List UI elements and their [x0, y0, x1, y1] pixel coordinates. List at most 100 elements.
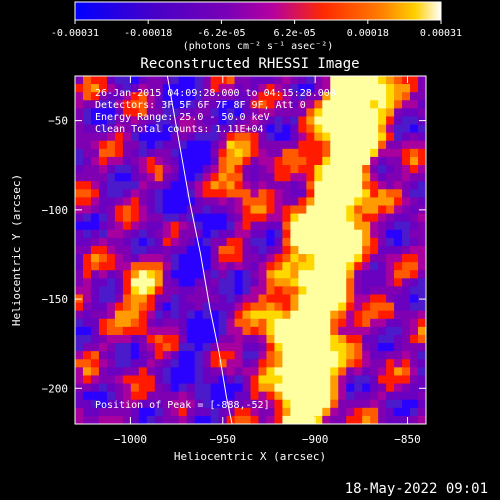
heatmap-cell	[226, 254, 236, 263]
heatmap-cell	[162, 181, 172, 190]
heatmap-cell	[386, 391, 395, 401]
heatmap-cell	[194, 108, 204, 118]
heatmap-cell	[218, 221, 228, 231]
heatmap-cell	[106, 278, 116, 288]
heatmap-cell	[314, 278, 323, 288]
heatmap-cell	[218, 116, 228, 126]
heatmap-cell	[114, 262, 124, 271]
heatmap-cell	[75, 302, 84, 312]
heatmap-cell	[75, 221, 84, 231]
heatmap-cell	[106, 132, 116, 142]
heatmap-cell	[402, 100, 411, 109]
heatmap-cell	[314, 205, 323, 215]
heatmap-cell	[210, 278, 220, 288]
heatmap-cell	[114, 140, 124, 150]
heatmap-cell	[298, 165, 307, 174]
heatmap-cell	[178, 189, 188, 198]
heatmap-cell	[90, 189, 100, 198]
heatmap-cell	[90, 140, 100, 150]
heatmap-cell	[218, 156, 228, 166]
heatmap-cell	[226, 245, 236, 255]
heatmap-cell	[130, 407, 140, 417]
heatmap-cell	[138, 278, 148, 288]
heatmap-cell	[306, 245, 315, 255]
heatmap-cell	[330, 391, 339, 401]
heatmap-cell	[314, 213, 323, 223]
heatmap-cell	[362, 213, 371, 223]
heatmap-cell	[402, 213, 411, 223]
heatmap-cell	[194, 140, 204, 150]
heatmap-cell	[194, 76, 204, 85]
heatmap-cell	[410, 262, 419, 271]
heatmap-cell	[298, 189, 307, 198]
heatmap-cell	[202, 229, 212, 239]
heatmap-cell	[90, 270, 100, 279]
heatmap-cell	[130, 132, 140, 142]
heatmap-cell	[234, 351, 244, 360]
heatmap-cell	[418, 415, 426, 424]
heatmap-cell	[354, 189, 363, 198]
heatmap-cell	[394, 148, 403, 158]
heatmap-cell	[266, 156, 276, 166]
heatmap-cell	[138, 100, 148, 109]
heatmap-cell	[362, 286, 371, 296]
heatmap-cell	[394, 383, 403, 393]
heatmap-cell	[418, 278, 426, 288]
heatmap-cell	[154, 278, 164, 288]
heatmap-cell	[418, 318, 426, 328]
heatmap-cell	[274, 391, 284, 401]
heatmap-cell	[75, 181, 84, 190]
heatmap-cell	[98, 245, 108, 255]
heatmap-cell	[122, 229, 132, 239]
heatmap-cell	[98, 124, 108, 134]
heatmap-cell	[274, 359, 284, 368]
heatmap-cell	[178, 173, 188, 182]
heatmap-cell	[146, 375, 156, 385]
heatmap-cell	[194, 270, 204, 279]
heatmap-cell	[402, 334, 411, 344]
heatmap-cell	[402, 254, 411, 263]
heatmap-cell	[162, 165, 172, 174]
heatmap-cell	[354, 278, 363, 288]
heatmap-cell	[210, 124, 220, 134]
heatmap-cell	[90, 286, 100, 296]
heatmap-cell	[266, 343, 276, 352]
heatmap-cell	[330, 229, 339, 239]
heatmap-cell	[170, 318, 180, 328]
heatmap-cell	[194, 132, 204, 142]
heatmap-cell	[218, 367, 228, 377]
heatmap-cell	[402, 262, 411, 271]
heatmap-cell	[130, 278, 140, 288]
heatmap-cell	[154, 84, 164, 93]
heatmap-cell	[90, 359, 100, 368]
heatmap-cell	[274, 383, 284, 393]
heatmap-cell	[138, 213, 148, 223]
heatmap-cell	[274, 399, 284, 409]
heatmap-cell	[178, 302, 188, 312]
heatmap-cell	[234, 189, 244, 198]
heatmap-cell	[410, 213, 419, 223]
heatmap-cell	[226, 84, 236, 93]
heatmap-cell	[322, 278, 331, 288]
heatmap-cell	[226, 116, 236, 126]
heatmap-cell	[314, 383, 323, 393]
heatmap-cell	[362, 221, 371, 231]
heatmap-cell	[178, 213, 188, 223]
heatmap-cell	[210, 375, 220, 385]
heatmap-cell	[290, 343, 299, 352]
heatmap-cell	[314, 254, 323, 263]
heatmap-cell	[386, 156, 395, 166]
heatmap-cell	[250, 140, 260, 150]
heatmap-cell	[418, 140, 426, 150]
heatmap-cell	[130, 165, 140, 174]
heatmap-cell	[306, 326, 315, 336]
heatmap-cell	[75, 229, 84, 239]
heatmap-cell	[202, 351, 212, 360]
heatmap-cell	[178, 310, 188, 320]
heatmap-cell	[394, 262, 403, 271]
heatmap-cell	[202, 254, 212, 263]
heatmap-cell	[138, 76, 148, 85]
heatmap-cell	[354, 334, 363, 344]
heatmap-cell	[362, 391, 371, 401]
heatmap-cell	[362, 156, 371, 166]
